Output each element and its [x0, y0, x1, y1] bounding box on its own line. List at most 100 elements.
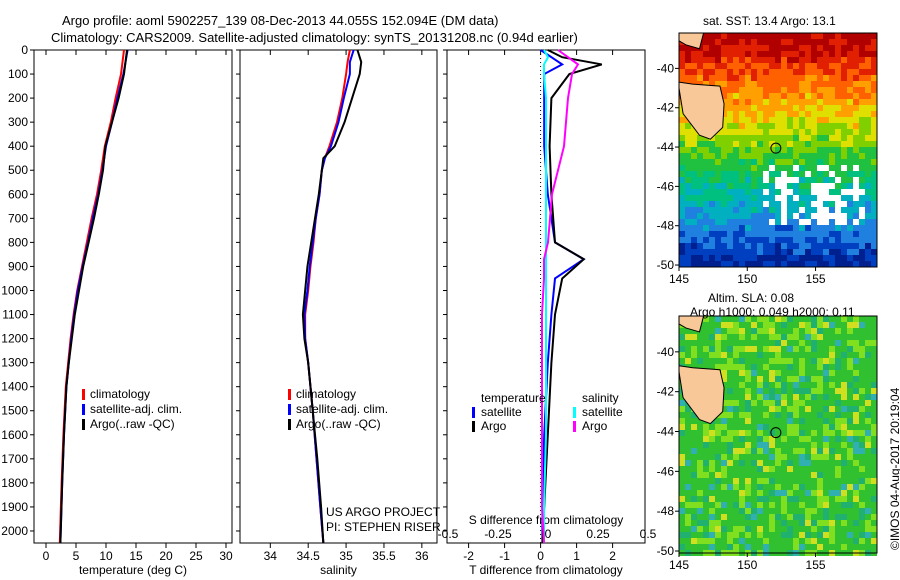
map-y-tick-label: -46 [657, 464, 675, 478]
x-tick-label: 20 [159, 549, 173, 563]
pi-text: PI: STEPHEN RISER [326, 520, 441, 534]
map-x-tick-label: 150 [737, 272, 757, 286]
x-tick-label: 0 [43, 549, 50, 563]
x-tick-label: 0 [537, 549, 544, 563]
sst-map-title: sat. SST: 13.4 Argo: 13.1 [703, 14, 836, 28]
tasmania-land [678, 365, 725, 425]
legend-swatch [82, 419, 85, 430]
y-tick-label: 400 [8, 139, 28, 153]
title-line-2: Climatology: CARS2009. Satellite-adjuste… [51, 30, 578, 45]
sst-map [679, 33, 877, 267]
s-tick-label: -0.25 [484, 527, 512, 541]
s-tick-label: 0.5 [640, 527, 657, 541]
y-tick-label: 1300 [1, 356, 28, 370]
legend-swatch [288, 419, 291, 430]
s-tick-label: 0.25 [586, 527, 610, 541]
y-tick-label: 100 [8, 67, 28, 81]
y-tick-label: 1700 [1, 452, 28, 466]
y-tick-label: 1500 [1, 404, 28, 418]
x-tick-label: 30 [219, 549, 233, 563]
legend-label: satellite-adj. clim. [296, 402, 388, 416]
legend-swatch [82, 404, 85, 415]
legend-label: climatology [90, 387, 150, 401]
y-tick-label: 1800 [1, 476, 28, 490]
panel-frame-1 [239, 49, 438, 544]
legend-label: climatology [296, 387, 356, 401]
s-tick-label: 0 [545, 527, 552, 541]
profile-line-argo-raw-qc- [59, 49, 128, 544]
x-tick-label: 2 [609, 549, 616, 563]
s-tick-label: -0.5 [438, 527, 459, 541]
float-location-marker [770, 427, 782, 439]
map-y-tick-label: -44 [657, 140, 675, 154]
y-tick-label: 800 [8, 235, 28, 249]
map-y-tick-label: -42 [657, 385, 675, 399]
title-line-1: Argo profile: aoml 5902257_139 08-Dec-20… [62, 13, 499, 28]
y-tick-label: 900 [8, 259, 28, 273]
x-tick-label: -1 [499, 549, 510, 563]
sla-map-title-1: Altim. SLA: 0.08 [708, 291, 795, 305]
map-y-tick-label: -44 [657, 425, 675, 439]
y-tick-label: 0 [21, 43, 28, 57]
panel-frame-0 [33, 49, 233, 544]
y-tick-label: 700 [8, 211, 28, 225]
x-tick-label: 36 [415, 549, 429, 563]
diff-line-t-argo [541, 49, 603, 544]
legend-label: satellite [582, 405, 623, 419]
x-axis-label: T difference from climatology [469, 563, 623, 577]
profile-line-satellite-adj-clim- [303, 49, 355, 544]
legend-label: Argo [481, 419, 507, 433]
y-tick-label: 1200 [1, 332, 28, 346]
map-y-tick-label: -40 [657, 345, 675, 359]
map-y-tick-label: -48 [657, 504, 675, 518]
legend-swatch [288, 404, 291, 415]
x-tick-label: 34.5 [297, 549, 321, 563]
map-x-tick-label: 145 [669, 272, 689, 286]
map-x-tick-label: 155 [806, 558, 826, 572]
float-location-marker [770, 142, 782, 154]
legend-swatch [288, 389, 291, 400]
map-y-tick-label: -42 [657, 101, 675, 115]
legend-label: Argo [582, 419, 608, 433]
map-y-tick-label: -40 [657, 61, 675, 75]
y-tick-label: 500 [8, 163, 28, 177]
profile-line-satellite-adj-clim- [59, 49, 129, 544]
legend-swatch [82, 389, 85, 400]
y-tick-label: 1000 [1, 283, 28, 297]
y-tick-label: 200 [8, 91, 28, 105]
map-y-tick-label: -50 [657, 258, 675, 272]
legend-label: satellite-adj. clim. [90, 402, 182, 416]
x-tick-label: 35.5 [372, 549, 396, 563]
legend-swatch [472, 421, 475, 432]
map-frame [678, 32, 878, 268]
x-axis-label: salinity [320, 563, 357, 577]
map-x-tick-label: 145 [669, 558, 689, 572]
x-tick-label: 10 [99, 549, 113, 563]
tasmania-land [678, 81, 725, 140]
profile-line-climatology [58, 49, 125, 544]
y-tick-label: 600 [8, 187, 28, 201]
map-y-tick-label: -50 [657, 544, 675, 558]
map-x-tick-label: 150 [737, 558, 757, 572]
map-y-tick-label: -46 [657, 179, 675, 193]
legend-swatch [573, 407, 576, 418]
x-tick-label: 34 [264, 549, 278, 563]
y-tick-label: 1100 [2, 308, 28, 322]
legend-swatch [573, 421, 576, 432]
map-x-tick-label: 155 [806, 272, 826, 286]
s-axis-label: S difference from climatology [469, 513, 624, 527]
x-tick-label: 15 [129, 549, 143, 563]
y-tick-label: 1900 [1, 500, 28, 514]
legend-label: satellite [481, 405, 522, 419]
x-tick-label: 25 [189, 549, 203, 563]
legend-salinity: salinity [582, 391, 619, 405]
x-tick-label: 1 [573, 549, 580, 563]
y-tick-label: 2000 [1, 524, 28, 538]
sla-map-title-2: Argo h1000: 0.049 h2000: 0.11 [690, 305, 855, 319]
profile-line-argo-raw-qc- [301, 49, 363, 544]
x-tick-label: -2 [463, 549, 474, 563]
x-axis-label: temperature (deg C) [79, 563, 187, 577]
map-y-tick-label: -48 [657, 219, 675, 233]
